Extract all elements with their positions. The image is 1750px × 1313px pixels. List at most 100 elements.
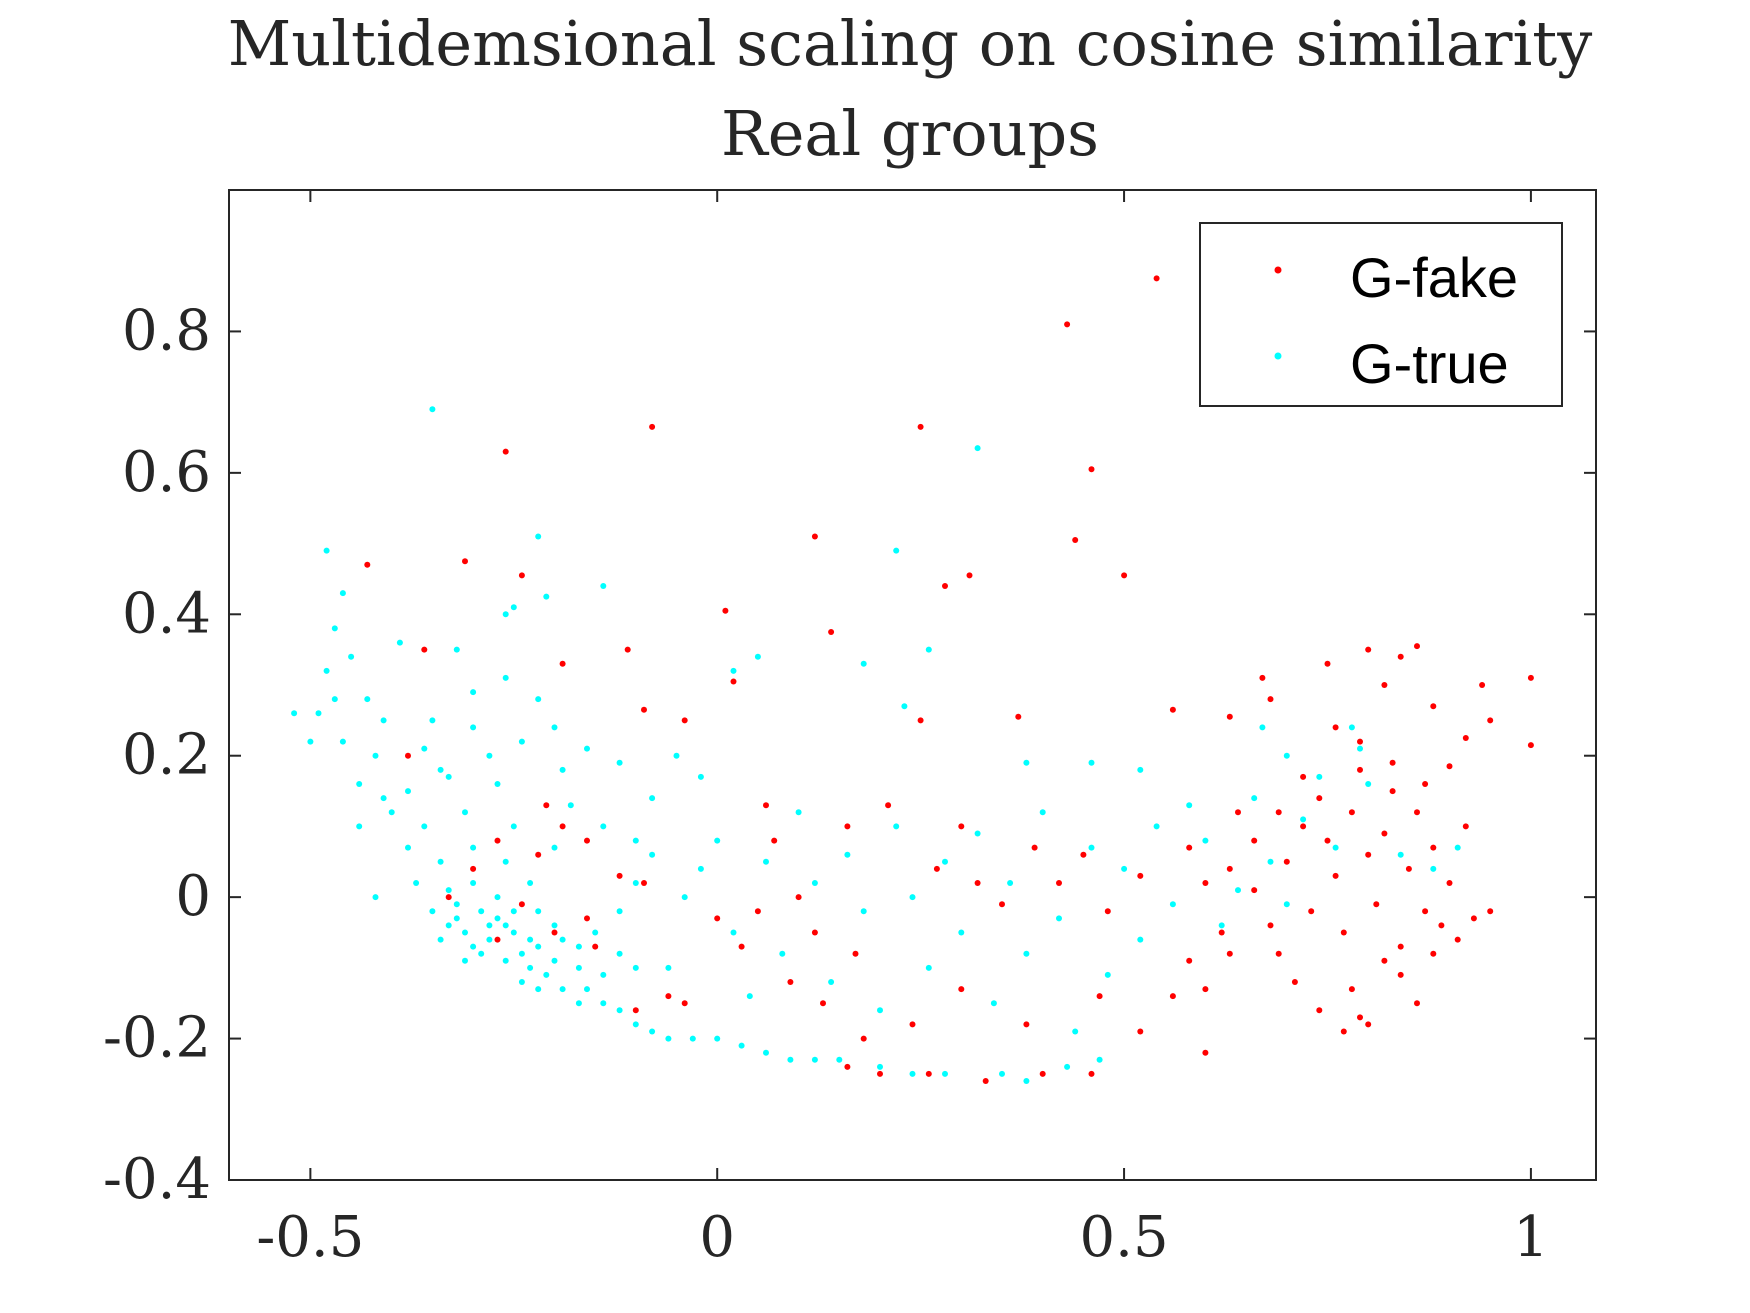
g-true-point xyxy=(632,837,639,844)
g-true-point xyxy=(592,929,599,936)
g-fake-point xyxy=(632,1007,639,1014)
g-fake-point xyxy=(1080,851,1087,858)
g-true-point xyxy=(1039,809,1046,816)
legend-label-g-true: G-true xyxy=(1350,332,1509,395)
g-fake-point xyxy=(1405,865,1412,872)
g-fake-point xyxy=(1186,844,1193,851)
g-fake-point xyxy=(730,678,737,685)
g-true-point xyxy=(478,908,485,915)
g-true-point xyxy=(502,957,509,964)
g-fake-point xyxy=(844,823,851,830)
g-true-point xyxy=(665,964,672,971)
g-true-point xyxy=(714,837,721,844)
g-true-point xyxy=(1088,759,1095,766)
g-fake-point xyxy=(518,901,525,908)
g-fake-point xyxy=(860,1035,867,1042)
g-true-point xyxy=(616,1007,623,1014)
g-true-point xyxy=(291,710,298,717)
g-true-point xyxy=(1121,865,1128,872)
g-true-point xyxy=(877,1063,883,1070)
g-fake-point xyxy=(1470,915,1477,922)
g-true-point xyxy=(844,851,851,858)
g-fake-point xyxy=(1235,809,1241,816)
g-true-point xyxy=(1137,936,1144,943)
g-true-point xyxy=(877,1007,883,1014)
g-true-point xyxy=(323,547,330,554)
g-true-point xyxy=(453,646,460,653)
chart-title: Multidemsional scaling on cosine similar… xyxy=(228,7,1593,80)
g-true-point xyxy=(730,929,737,936)
g-fake-point xyxy=(1169,993,1176,1000)
g-fake-point xyxy=(844,1063,851,1070)
x-axis: -0.5 0 0.5 1 xyxy=(256,190,1549,1270)
g-true-point xyxy=(486,922,493,929)
g-fake-point xyxy=(551,929,558,936)
g-true-series xyxy=(291,406,1461,1084)
g-fake-point xyxy=(1340,1028,1347,1035)
g-true-point xyxy=(494,781,501,787)
g-fake-point xyxy=(852,950,859,957)
g-fake-point xyxy=(1397,943,1404,950)
g-true-point xyxy=(600,971,607,978)
g-true-point xyxy=(1186,802,1193,809)
g-true-point xyxy=(307,738,314,745)
g-true-point xyxy=(567,802,574,809)
g-true-point xyxy=(543,593,550,600)
g-true-point xyxy=(697,773,704,780)
g-true-point xyxy=(787,1056,794,1063)
g-true-point xyxy=(754,653,761,660)
g-fake-point xyxy=(917,423,924,430)
g-fake-point xyxy=(1275,809,1282,816)
g-true-point xyxy=(1316,773,1323,780)
g-true-point xyxy=(1267,858,1274,865)
g-true-point xyxy=(1023,950,1030,957)
g-true-point xyxy=(730,667,737,674)
g-fake-point xyxy=(1462,823,1469,830)
g-fake-point xyxy=(1056,880,1062,886)
g-fake-point xyxy=(933,865,940,872)
g-fake-point xyxy=(1324,837,1331,844)
g-fake-point xyxy=(1414,809,1420,816)
g-true-point xyxy=(1235,887,1241,894)
g-fake-point xyxy=(1316,1007,1323,1014)
g-fake-point xyxy=(1251,887,1258,894)
y-axis: -0.4 -0.2 0 0.2 0.4 0.6 0.8 xyxy=(103,298,1596,1212)
g-true-point xyxy=(999,1070,1005,1077)
g-true-point xyxy=(1202,837,1209,844)
g-fake-point xyxy=(714,915,721,922)
g-fake-point xyxy=(1308,908,1315,915)
g-fake-point xyxy=(1365,1021,1372,1028)
g-true-point xyxy=(616,759,623,766)
g-fake-point xyxy=(942,583,948,589)
g-fake-point xyxy=(1283,858,1290,865)
g-true-point xyxy=(1096,1056,1103,1063)
g-true-point xyxy=(1259,724,1266,731)
g-true-point xyxy=(551,957,558,964)
g-true-point xyxy=(331,696,338,703)
g-fake-point xyxy=(1381,682,1388,688)
g-fake-point xyxy=(502,448,509,455)
g-fake-point xyxy=(811,929,818,936)
g-true-point xyxy=(893,547,900,554)
g-true-point xyxy=(421,823,428,830)
g-fake-point xyxy=(462,558,468,565)
g-true-point xyxy=(584,745,590,752)
g-fake-point xyxy=(592,943,599,950)
g-true-point xyxy=(527,964,534,971)
y-tick-label: 0.8 xyxy=(122,298,211,363)
g-true-point xyxy=(1300,816,1307,823)
g-true-point xyxy=(600,1000,607,1007)
g-true-point xyxy=(551,922,558,929)
g-fake-point xyxy=(1479,682,1486,688)
g-true-point xyxy=(559,986,566,993)
g-true-point xyxy=(356,823,363,830)
g-fake-point xyxy=(1202,986,1209,993)
g-fake-point xyxy=(641,706,647,713)
g-true-point xyxy=(811,880,818,886)
g-fake-point xyxy=(1430,703,1437,710)
g-true-point xyxy=(510,823,517,830)
g-fake-point xyxy=(494,936,501,943)
g-fake-point xyxy=(518,572,525,579)
g-true-point xyxy=(632,1021,639,1028)
g-true-point xyxy=(453,901,460,908)
